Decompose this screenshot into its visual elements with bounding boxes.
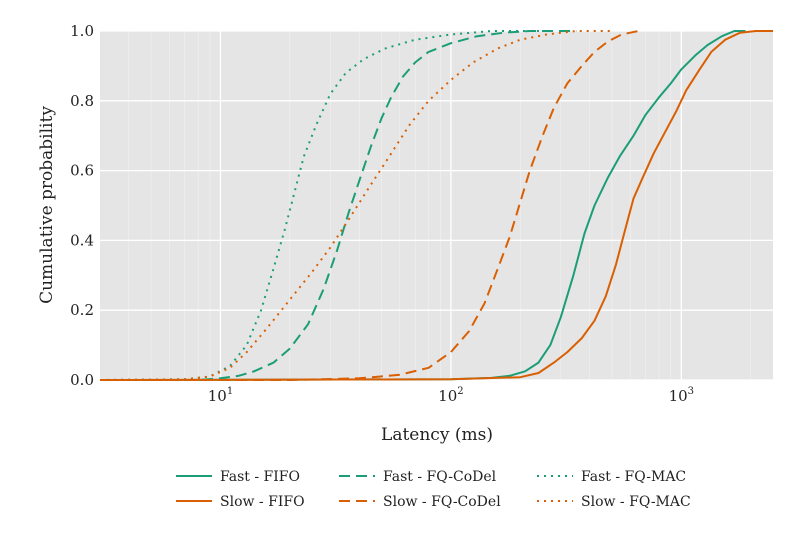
- legend-label: Slow - FIFO: [220, 494, 305, 510]
- series-line-fast-fq-codel: [100, 30, 577, 381]
- y-tick-label: 0.6: [70, 162, 94, 180]
- series-line-slow-fifo: [99, 30, 773, 381]
- legend: Fast - FIFO Fast - FQ-CoDel Fast - FQ-MAC S…: [176, 469, 691, 510]
- plot-background: [100, 31, 773, 380]
- x-tick-label: 101: [208, 386, 233, 405]
- legend-label: Slow - FQ-CoDel: [383, 494, 501, 510]
- y-tick-label: 0.8: [70, 92, 94, 110]
- y-tick-label: 0.0: [70, 371, 94, 389]
- series-line-slow-fq-mac: [99, 30, 612, 381]
- series-line-slow-fq-codel: [100, 30, 639, 381]
- y-tick-label: 0.4: [70, 231, 94, 249]
- y-tick-label: 1.0: [70, 22, 94, 40]
- x-tick-label: 103: [669, 386, 694, 405]
- legend-label: Slow - FQ-MAC: [581, 494, 691, 510]
- x-axis-label: Latency (ms): [381, 425, 493, 445]
- series-line-fast-fifo: [99, 30, 746, 381]
- legend-label: Fast - FIFO: [220, 469, 300, 485]
- y-tick-labels: 0.0 0.2 0.4 0.6 0.8 1.0: [70, 22, 94, 389]
- legend-label: Fast - FQ-MAC: [581, 469, 686, 485]
- x-tick-label: 102: [438, 386, 463, 405]
- x-tick-labels: 101 102 103: [208, 386, 694, 405]
- series-layer: [99, 30, 773, 381]
- y-axis-label: Cumulative probability: [37, 106, 57, 304]
- y-tick-label: 0.2: [70, 301, 94, 319]
- legend-label: Fast - FQ-CoDel: [383, 469, 497, 485]
